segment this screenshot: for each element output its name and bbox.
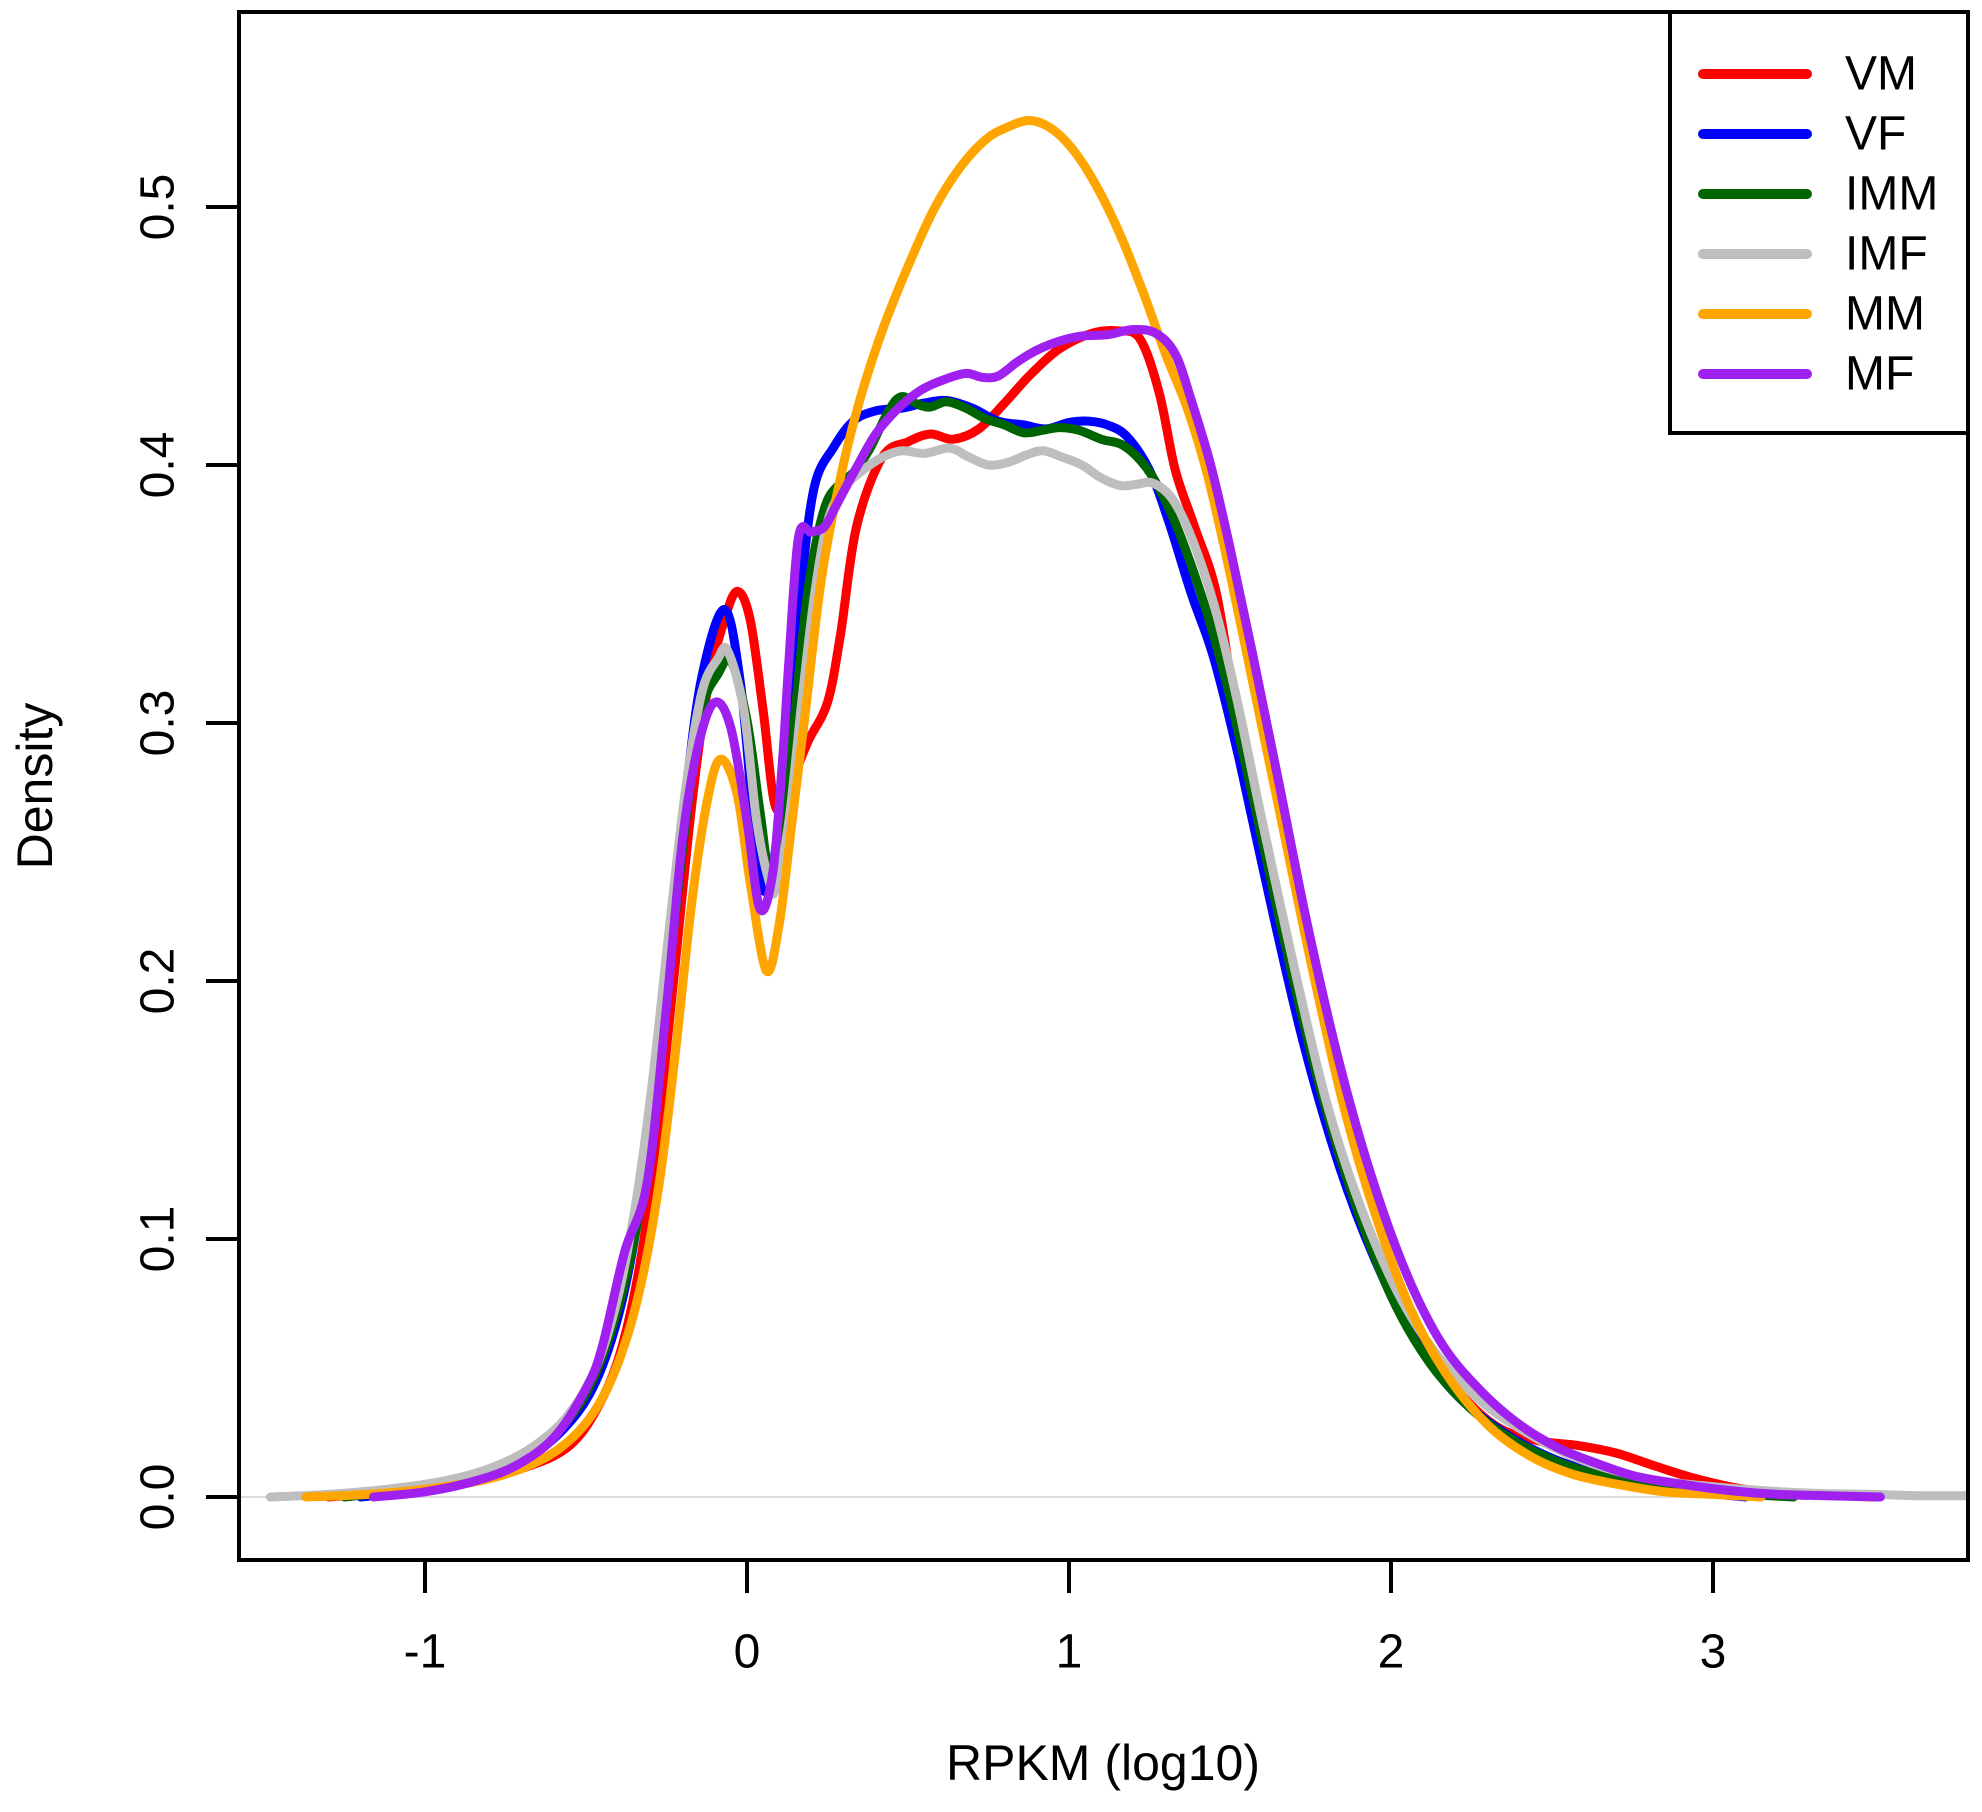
y-tick-label: 0.1 [132, 1206, 185, 1273]
x-tick-label: 1 [1056, 1626, 1083, 1679]
y-axis: 0.0 0.1 0.2 0.3 0.4 0.5 [132, 174, 239, 1531]
curve-VF [356, 395, 1750, 1502]
x-tick-label: 0 [734, 1626, 761, 1679]
curve-MM [301, 116, 1766, 1502]
x-axis: -1 0 1 2 3 [404, 1560, 1727, 1679]
y-tick-label: 0.3 [132, 690, 185, 757]
density-curves [265, 116, 1968, 1502]
legend-box [1668, 10, 1970, 435]
legend-label-VM: VM [1845, 48, 1917, 101]
legend-label-IMF: IMF [1845, 228, 1928, 281]
x-tick-label: -1 [404, 1626, 447, 1679]
legend-label-MF: MF [1845, 348, 1914, 401]
curve-IMM [340, 392, 1798, 1502]
legend-label-IMM: IMM [1845, 168, 1938, 221]
x-tick-label: 2 [1378, 1626, 1405, 1679]
legend-label-VF: VF [1845, 108, 1906, 161]
plot-frame [237, 10, 1970, 1562]
x-axis-title: RPKM (log10) [946, 1735, 1260, 1791]
legend: VM VF IMM IMF MM MF [1668, 10, 1970, 435]
y-axis-title: Density [7, 703, 63, 870]
x-tick-label: 3 [1700, 1626, 1727, 1679]
y-tick-label: 0.5 [132, 174, 185, 241]
y-tick-label: 0.4 [132, 432, 185, 499]
legend-label-MM: MM [1845, 288, 1925, 341]
curve-IMF [265, 443, 1968, 1502]
curve-MF [369, 324, 1885, 1502]
y-tick-label: 0.0 [132, 1464, 185, 1531]
y-tick-label: 0.2 [132, 948, 185, 1015]
curve-VM [323, 325, 1879, 1502]
